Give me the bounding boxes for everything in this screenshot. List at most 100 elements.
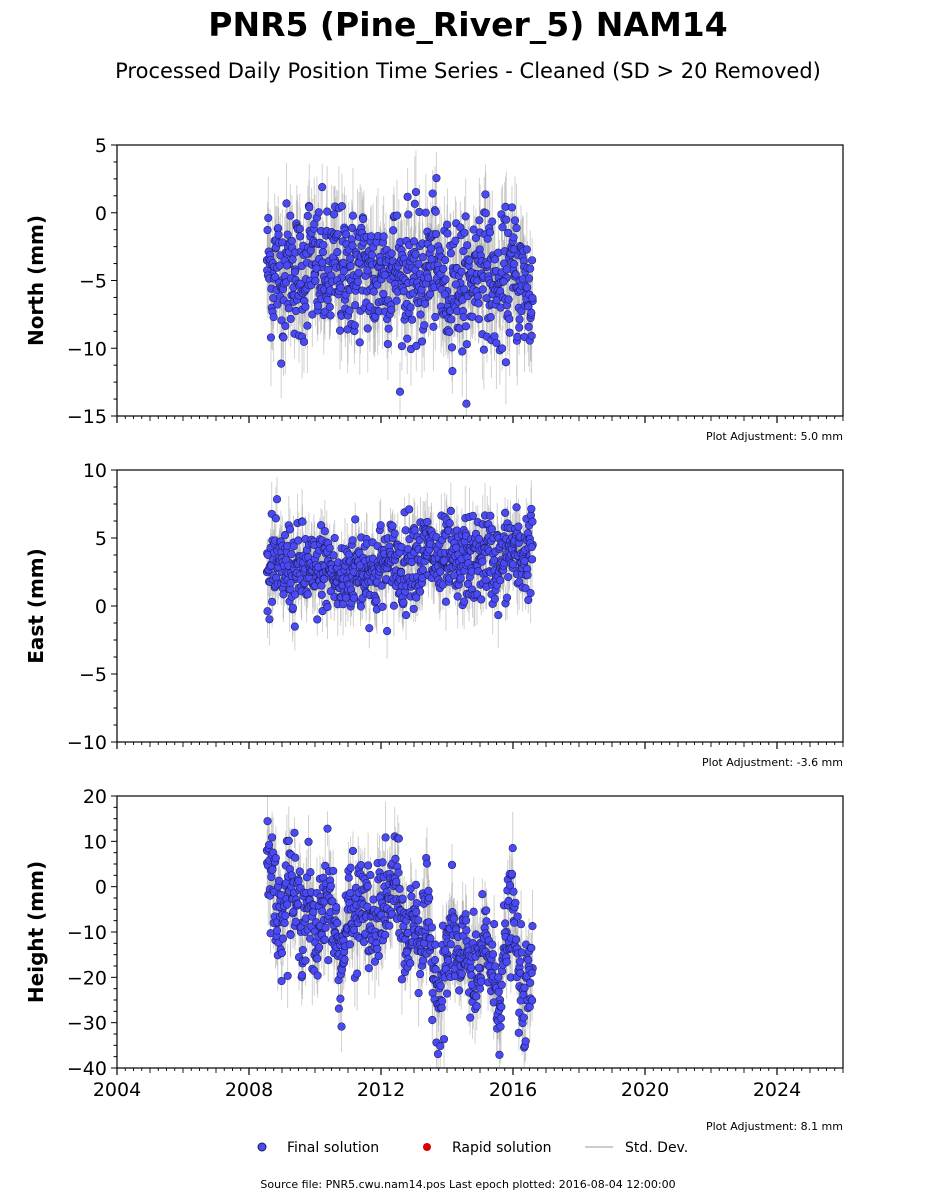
data-point <box>333 230 342 239</box>
data-point <box>313 954 322 963</box>
y-tick-label: −5 <box>79 271 107 293</box>
y-tick-label: 5 <box>95 528 107 550</box>
data-point <box>472 1002 481 1011</box>
data-point <box>407 892 416 901</box>
data-point <box>391 854 400 863</box>
data-point <box>476 984 485 993</box>
data-point <box>345 940 354 949</box>
data-point <box>395 387 405 396</box>
data-point <box>466 1013 475 1022</box>
data-point <box>491 962 500 971</box>
data-point <box>377 581 386 590</box>
data-point <box>418 253 427 262</box>
data-point <box>303 590 312 599</box>
data-point <box>418 565 427 574</box>
data-point <box>494 987 503 996</box>
panel-data <box>262 796 537 1068</box>
plot-adjustment-note: Plot Adjustment: 8.1 mm <box>706 1120 843 1133</box>
data-point <box>378 858 387 867</box>
data-point <box>359 214 368 224</box>
data-point <box>459 247 468 256</box>
data-point <box>509 887 518 896</box>
plot-adjustment-note: Plot Adjustment: 5.0 mm <box>706 430 843 443</box>
data-point <box>438 997 447 1006</box>
data-point <box>504 572 513 582</box>
data-point <box>431 229 441 239</box>
data-point <box>374 951 383 961</box>
data-point <box>477 595 486 604</box>
data-point <box>353 277 362 286</box>
data-point <box>350 321 359 330</box>
data-point <box>507 203 517 212</box>
data-point <box>346 261 355 271</box>
data-point <box>424 886 433 895</box>
data-point <box>297 971 307 980</box>
data-point <box>490 255 499 264</box>
data-point <box>461 212 470 221</box>
data-point <box>460 228 469 237</box>
data-point <box>421 208 430 217</box>
data-point <box>528 922 537 931</box>
data-point <box>298 517 307 526</box>
data-point <box>325 544 334 553</box>
data-point <box>405 505 414 514</box>
data-point <box>433 1049 443 1059</box>
data-point <box>502 593 512 602</box>
data-point <box>416 970 425 979</box>
data-point <box>277 948 287 958</box>
legend-stddev-label: Std. Dev. <box>625 1140 688 1156</box>
data-point <box>426 934 435 943</box>
data-point <box>390 529 399 538</box>
data-point <box>298 945 307 955</box>
data-point <box>497 980 506 989</box>
data-point <box>397 342 406 351</box>
y-tick-label: 10 <box>83 460 107 482</box>
data-point <box>432 173 441 183</box>
legend-rapid-label: Rapid solution <box>452 1140 552 1156</box>
data-point <box>387 249 396 258</box>
data-point <box>435 246 444 255</box>
data-point <box>303 321 312 330</box>
data-point <box>445 327 454 336</box>
data-point <box>379 232 388 241</box>
data-point <box>349 593 359 603</box>
data-point <box>273 300 282 309</box>
source-footer: Source file: PNR5.cwu.nam14.pos Last epo… <box>260 1178 675 1191</box>
data-point <box>496 1022 505 1031</box>
data-point <box>381 833 390 842</box>
data-point <box>416 310 425 319</box>
data-point <box>527 504 536 513</box>
data-point <box>496 1014 506 1023</box>
data-point <box>286 211 295 220</box>
data-point <box>373 280 382 289</box>
data-point <box>478 557 487 566</box>
data-point <box>291 917 300 926</box>
data-point <box>301 956 310 965</box>
data-point <box>477 977 486 986</box>
data-point <box>272 926 282 935</box>
data-point <box>441 275 450 284</box>
data-point <box>474 963 484 972</box>
data-point <box>498 223 507 232</box>
data-point <box>528 555 537 564</box>
data-point <box>436 981 445 990</box>
data-point <box>406 959 415 968</box>
data-point <box>423 517 432 526</box>
data-point <box>481 190 490 199</box>
data-point <box>442 220 452 229</box>
x-tick-label: 2024 <box>753 1079 801 1101</box>
data-point <box>526 978 535 987</box>
data-point <box>264 840 274 849</box>
data-point <box>506 881 515 890</box>
data-point <box>461 322 471 331</box>
data-point <box>383 627 392 636</box>
data-point <box>449 914 458 923</box>
data-point <box>279 333 288 342</box>
data-point <box>514 522 523 531</box>
data-point <box>440 290 449 299</box>
data-point <box>346 863 355 872</box>
data-point <box>504 295 513 304</box>
data-point <box>344 873 353 882</box>
data-point <box>291 590 300 599</box>
